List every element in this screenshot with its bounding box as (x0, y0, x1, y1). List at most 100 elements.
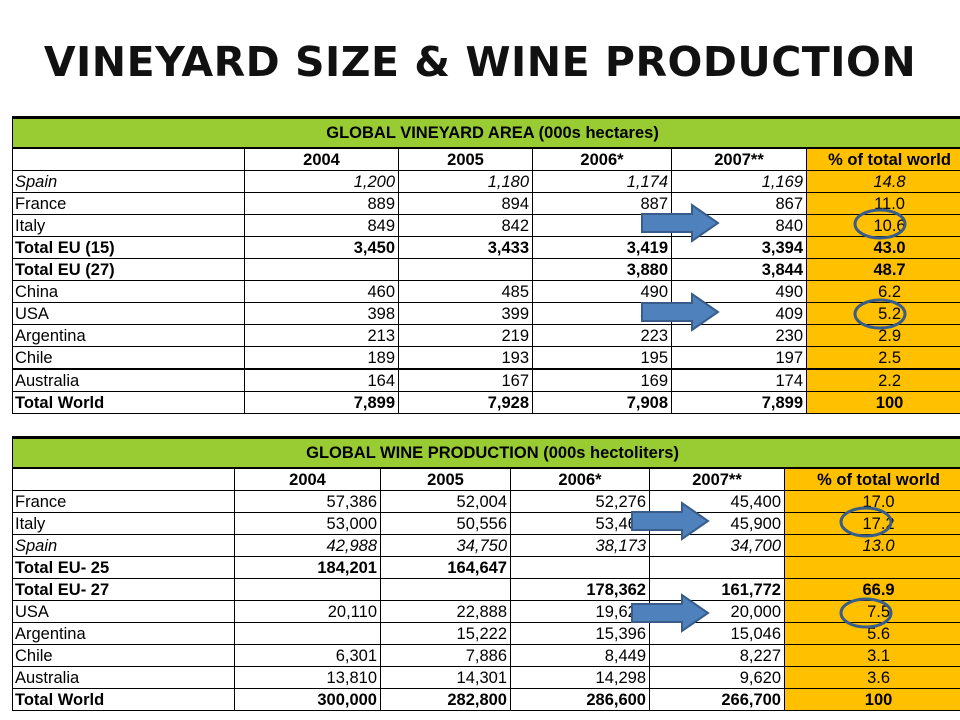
column-header: 2007** (649, 467, 785, 491)
row-label: USA (12, 600, 235, 623)
row-label: Total EU (15) (12, 236, 245, 259)
value-cell (234, 622, 381, 645)
value-cell: 20,110 (234, 600, 381, 623)
percent-cell: 2.2 (805, 368, 960, 392)
highlight-arrow-icon (641, 292, 720, 332)
column-header: 2005 (380, 467, 511, 491)
percent-cell: 5.2 (805, 302, 960, 325)
value-cell: 7,899 (244, 391, 399, 414)
value-cell: 3,450 (244, 236, 399, 259)
value-cell: 3,433 (398, 236, 533, 259)
value-cell: 282,800 (380, 688, 511, 711)
percent-cell: 100 (783, 688, 960, 711)
row-label: Australia (12, 368, 245, 392)
value-cell: 460 (244, 280, 399, 303)
value-cell: 485 (398, 280, 533, 303)
percent-cell: 3.6 (783, 666, 960, 689)
value-cell: 195 (532, 346, 672, 370)
value-cell: 189 (244, 346, 399, 370)
value-cell: 8,227 (649, 644, 785, 667)
value-cell: 3,394 (671, 236, 807, 259)
row-label: Total EU- 25 (12, 556, 235, 579)
value-cell: 398 (244, 302, 399, 325)
row-label: Italy (12, 214, 245, 237)
percent-cell: 13.0 (783, 534, 960, 557)
value-cell: 52,004 (380, 490, 511, 513)
table-row: Total EU- 25 184,201 164,647 (12, 556, 960, 579)
highlight-circle-icon (839, 597, 893, 629)
value-cell: 50,556 (380, 512, 511, 535)
value-cell: 223 (532, 324, 672, 347)
row-label: Italy (12, 512, 235, 535)
percent-cell: 17.0 (783, 490, 960, 513)
row-label: Australia (12, 666, 235, 689)
value-cell: 219 (398, 324, 533, 347)
row-label: Total World (12, 391, 245, 414)
percent-cell: 2.9 (805, 324, 960, 347)
value-cell: 19,621 (510, 600, 650, 623)
row-label: Total EU (27) (12, 258, 245, 281)
value-cell: 52,276 (510, 490, 650, 513)
row-label: Total EU- 27 (12, 578, 235, 601)
value-cell: 184,201 (234, 556, 381, 579)
table-row: Australia 13,810 14,301 14,298 9,620 3.6 (12, 666, 960, 689)
value-cell: 1,180 (398, 170, 533, 193)
value-cell: 14,298 (510, 666, 650, 689)
table-row: Argentina 15,222 15,396 15,046 5.6 (12, 622, 960, 645)
value-cell (649, 556, 785, 579)
column-header: 2007** (671, 147, 807, 171)
value-cell: 7,886 (380, 644, 511, 667)
value-cell (234, 578, 381, 601)
table-row: USA3983994064095.2 (12, 302, 960, 325)
slide-title: VINEYARD SIZE & WINE PRODUCTION (43, 38, 917, 86)
value-cell: 13,810 (234, 666, 381, 689)
highlight-circle-icon (839, 506, 893, 538)
row-label: Chile (12, 644, 235, 667)
value-cell: 57,386 (234, 490, 381, 513)
value-cell: 167 (398, 368, 533, 392)
value-cell: 42,988 (234, 534, 381, 557)
value-cell: 7,908 (532, 391, 672, 414)
row-label: Spain (12, 170, 245, 193)
value-cell: 15,396 (510, 622, 650, 645)
row-label: USA (12, 302, 245, 325)
row-label: France (12, 490, 235, 513)
value-cell: 889 (244, 192, 399, 215)
header-row: 2004 2005 2006* 2007**% of total world (12, 467, 960, 491)
table-row: Total World 7,899 7,928 7,908 7,899 100 (12, 391, 960, 414)
percent-cell: 14.8 (805, 170, 960, 193)
highlight-arrow-icon (631, 593, 710, 633)
value-cell: 213 (244, 324, 399, 347)
value-cell: 22,888 (380, 600, 511, 623)
header-row: 2004 2005 2006* 2007**% of total world (12, 147, 960, 171)
table-row: Total EU- 27 178,362 161,772 66.9 (12, 578, 960, 601)
value-cell: 842 (398, 214, 533, 237)
table-title-row: GLOBAL VINEYARD AREA (000s hectares) (11, 116, 960, 149)
value-cell: 193 (398, 346, 533, 370)
value-cell: 300,000 (234, 688, 381, 711)
highlight-arrow-icon (641, 203, 720, 243)
table-row: Argentina 213 219 223 230 2.9 (12, 324, 960, 347)
value-cell: 399 (398, 302, 533, 325)
column-header: % of total world (783, 467, 960, 491)
value-cell: 9,620 (649, 666, 785, 689)
value-cell: 286,600 (510, 688, 650, 711)
value-cell: 7,928 (398, 391, 533, 414)
row-label: Argentina (12, 324, 245, 347)
table-row: France 57,386 52,004 52,276 45,400 17.0 (12, 490, 960, 513)
value-cell: 3,844 (671, 258, 807, 281)
table-title: GLOBAL VINEYARD AREA (000s hectares) (11, 116, 960, 149)
value-cell: 266,700 (649, 688, 785, 711)
column-header: 2004 (234, 467, 381, 491)
value-cell (398, 258, 533, 281)
percent-cell (783, 556, 960, 579)
value-cell: 8,449 (510, 644, 650, 667)
table-row: Spain 1,200 1,180 1,174 1,169 14.8 (12, 170, 960, 193)
column-header: 2004 (244, 147, 399, 171)
value-cell: 169 (532, 368, 672, 392)
table-row: Total EU (27) 3,880 3,844 48.7 (12, 258, 960, 281)
table-row: France 889 894 887 867 11.0 (12, 192, 960, 215)
row-label: Argentina (12, 622, 235, 645)
value-cell: 894 (398, 192, 533, 215)
value-cell: 15,222 (380, 622, 511, 645)
